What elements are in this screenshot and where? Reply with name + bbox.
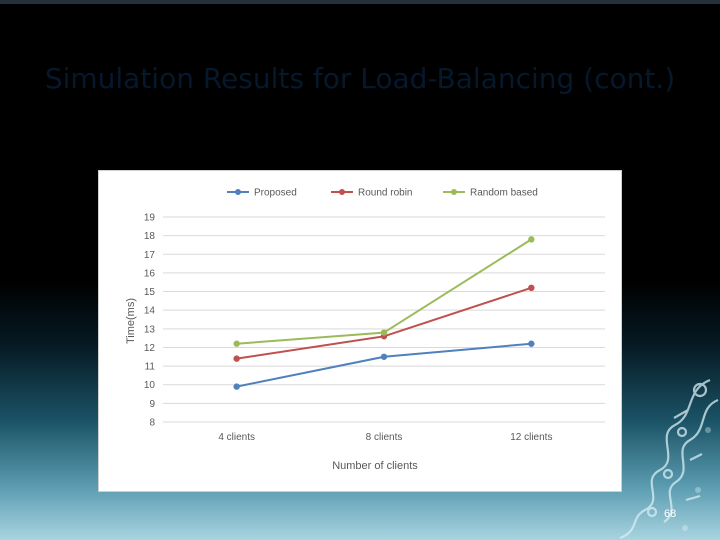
slide-title: Simulation Results for Load-Balancing (c… <box>44 62 676 95</box>
legend-marker <box>235 189 241 195</box>
x-tick-label: 8 clients <box>366 432 403 443</box>
gridlines <box>163 216 605 423</box>
data-point <box>528 236 535 243</box>
data-point <box>233 340 240 347</box>
x-tick-label: 12 clients <box>510 432 552 443</box>
y-tick-labels: 8 9 10 11 12 13 14 15 16 17 18 19 <box>144 213 156 429</box>
y-tick-label: 13 <box>144 324 156 335</box>
y-tick-label: 14 <box>144 306 156 317</box>
page-number: 68 <box>664 508 677 520</box>
data-point <box>233 383 240 390</box>
x-tick-label: 4 clients <box>218 432 255 443</box>
y-tick-label: 11 <box>145 362 156 373</box>
y-tick-label: 12 <box>144 343 156 354</box>
legend-marker <box>451 189 457 195</box>
data-point <box>528 284 535 292</box>
dragon-ornament-icon <box>619 378 719 540</box>
y-tick-label: 16 <box>144 268 156 279</box>
legend-marker <box>339 189 345 195</box>
top-rule <box>0 0 720 4</box>
y-tick-label: 15 <box>144 287 156 298</box>
legend-label: Random based <box>470 188 538 199</box>
legend-label: Round robin <box>358 188 412 199</box>
data-point <box>380 329 388 336</box>
y-tick-label: 19 <box>144 213 156 224</box>
x-axis-title: Number of clients <box>332 460 418 472</box>
series-line-proposed <box>236 342 532 388</box>
line-chart: 8 9 10 11 12 13 14 15 16 17 18 19 4 clients 8 client… <box>125 188 605 472</box>
y-tick-label: 10 <box>144 380 156 391</box>
data-point <box>380 353 388 360</box>
data-point <box>528 340 535 347</box>
data-point <box>233 355 240 362</box>
y-tick-label: 17 <box>144 250 156 261</box>
legend: Proposed Round robin Random based <box>227 188 538 199</box>
chart-panel: 8 9 10 11 12 13 14 15 16 17 18 19 4 clients 8 client… <box>98 170 622 492</box>
y-tick-label: 18 <box>144 231 156 242</box>
legend-label: Proposed <box>254 188 297 199</box>
y-tick-label: 8 <box>149 418 155 429</box>
x-tick-labels: 4 clients 8 clients 12 clients <box>218 432 552 443</box>
series-lines <box>233 236 535 390</box>
y-tick-label: 9 <box>149 399 155 410</box>
y-axis-title: Time(ms) <box>125 298 137 344</box>
